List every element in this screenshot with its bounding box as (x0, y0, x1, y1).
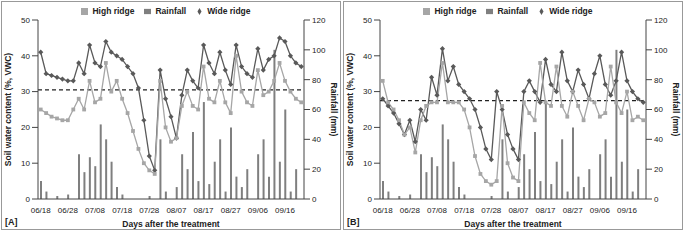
svg-text:09/16: 09/16 (275, 206, 296, 215)
svg-text:08/07: 08/07 (166, 206, 187, 215)
svg-text:120: 120 (654, 16, 668, 25)
svg-text:07/18: 07/18 (112, 206, 133, 215)
svg-text:10: 10 (363, 159, 372, 168)
svg-text:07/08: 07/08 (85, 206, 106, 215)
svg-text:40: 40 (363, 52, 372, 61)
svg-text:07/28: 07/28 (481, 206, 502, 215)
svg-text:08/17: 08/17 (194, 206, 215, 215)
svg-text:20: 20 (21, 123, 30, 132)
html-text:High ridge: High ridge (92, 6, 135, 16)
svg-text:09/16: 09/16 (617, 206, 638, 215)
svg-text:40: 40 (21, 52, 30, 61)
svg-text:08/07: 08/07 (508, 206, 529, 215)
svg-text:Rainfall (mm): Rainfall (mm) (671, 83, 676, 137)
svg-text:30: 30 (363, 87, 372, 96)
html-text:[A]: [A] (5, 217, 18, 227)
html-text:High ridge: High ridge (434, 6, 477, 16)
svg-text:120: 120 (312, 16, 326, 25)
svg-text:0: 0 (26, 195, 31, 204)
svg-text:06/28: 06/28 (58, 206, 79, 215)
svg-text:09/06: 09/06 (590, 206, 611, 215)
svg-text:08/27: 08/27 (563, 206, 584, 215)
svg-text:0: 0 (654, 195, 659, 204)
svg-text:40: 40 (312, 135, 321, 144)
svg-text:50: 50 (363, 16, 372, 25)
svg-text:50: 50 (21, 16, 30, 25)
svg-text:Days after the treatment: Days after the treatment (464, 219, 561, 229)
svg-text:0: 0 (368, 195, 373, 204)
svg-text:08/27: 08/27 (221, 206, 242, 215)
svg-text:80: 80 (312, 76, 321, 85)
svg-text:09/06: 09/06 (248, 206, 269, 215)
svg-text:07/18: 07/18 (454, 206, 475, 215)
html-text:[B]: [B] (347, 217, 360, 227)
svg-text:07/08: 07/08 (427, 206, 448, 215)
svg-text:06/28: 06/28 (400, 206, 421, 215)
svg-text:Days after the treatment: Days after the treatment (122, 219, 219, 229)
svg-text:80: 80 (654, 76, 663, 85)
html-text:Wide ridge: Wide ridge (207, 6, 251, 16)
svg-text:0: 0 (312, 195, 317, 204)
svg-text:20: 20 (312, 165, 321, 174)
svg-text:100: 100 (312, 46, 326, 55)
svg-text:60: 60 (654, 105, 663, 114)
svg-text:Rainfall (mm): Rainfall (mm) (329, 83, 339, 137)
svg-text:60: 60 (312, 105, 321, 114)
svg-text:06/18: 06/18 (373, 206, 394, 215)
svg-text:100: 100 (654, 46, 668, 55)
svg-text:20: 20 (363, 123, 372, 132)
svg-text:30: 30 (21, 87, 30, 96)
svg-text:Soil water content (%, VWC): Soil water content (%, VWC) (345, 53, 355, 167)
svg-text:08/17: 08/17 (536, 206, 557, 215)
html-text:Rainfall: Rainfall (155, 6, 187, 16)
html-text:Wide ridge: Wide ridge (549, 6, 593, 16)
svg-text:20: 20 (654, 165, 663, 174)
html-text:Rainfall: Rainfall (497, 6, 529, 16)
svg-text:40: 40 (654, 135, 663, 144)
svg-text:Soil water content (%, VWC): Soil water content (%, VWC) (8, 53, 13, 167)
svg-text:06/18: 06/18 (31, 206, 52, 215)
svg-text:07/28: 07/28 (139, 206, 160, 215)
svg-text:10: 10 (21, 159, 30, 168)
